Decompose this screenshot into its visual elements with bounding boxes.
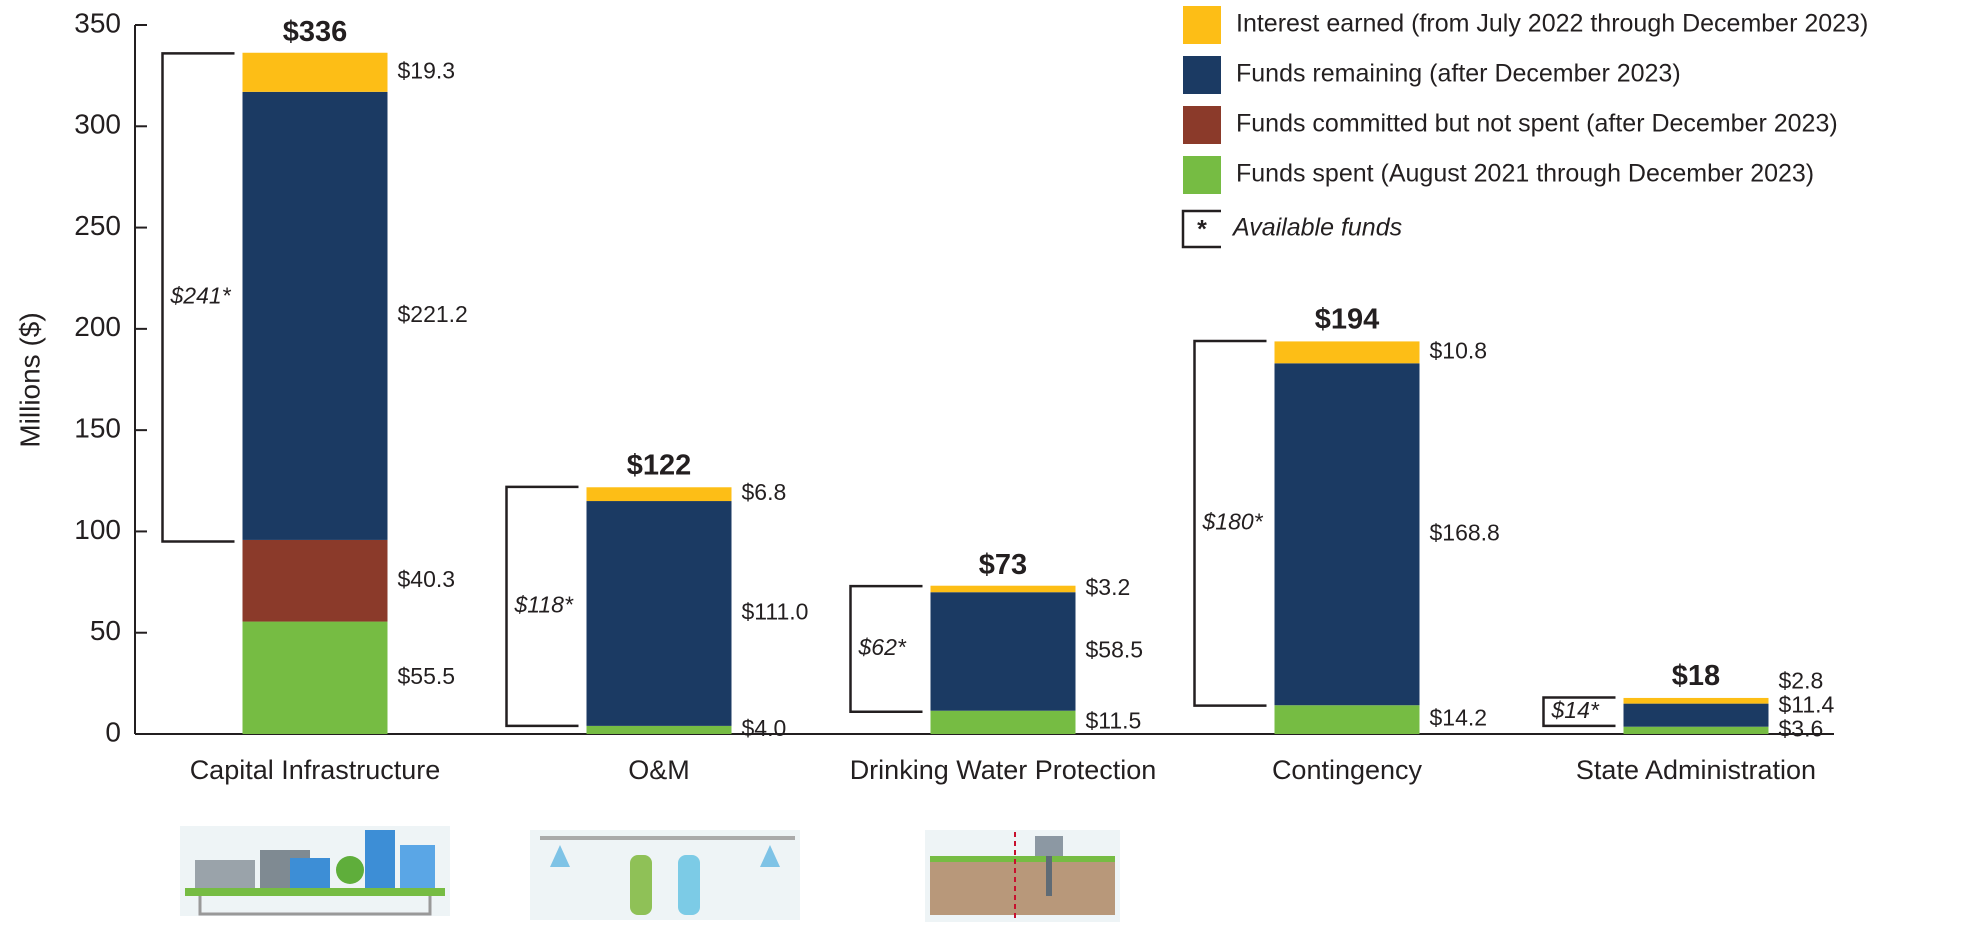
y-tick-label: 0 (105, 716, 121, 747)
bar-segment (586, 725, 732, 734)
x-tick-label: O&M (628, 755, 690, 785)
legend-label: Interest earned (from July 2022 through … (1236, 10, 1868, 38)
bar-segment (242, 621, 388, 734)
bar-segment (242, 52, 388, 92)
legend-label: Available funds (1231, 214, 1402, 242)
icon-capital (180, 826, 450, 916)
available-label: $62* (858, 634, 907, 660)
y-tick-label: 250 (74, 210, 121, 241)
total-label: $73 (979, 549, 1027, 581)
value-label: $10.8 (1430, 337, 1488, 363)
value-label: $3.2 (1086, 574, 1131, 600)
value-label: $11.5 (1086, 707, 1142, 733)
bar-segment (1274, 363, 1420, 706)
bar-segment (1623, 726, 1769, 734)
legend-swatch (1183, 156, 1221, 194)
y-tick-label: 200 (74, 311, 121, 342)
total-label: $122 (627, 450, 692, 482)
bar-segment (930, 592, 1076, 711)
available-bracket (849, 584, 923, 713)
value-label: $11.4 (1779, 691, 1835, 717)
x-tick-label: Drinking Water Protection (850, 755, 1157, 785)
y-tick-label: 50 (90, 615, 121, 646)
value-label: $221.2 (398, 301, 468, 327)
x-tick-label: Contingency (1272, 755, 1423, 785)
legend-symbol: * (1197, 216, 1207, 244)
icon-water (925, 830, 1120, 922)
legend-label: Funds committed but not spent (after Dec… (1236, 110, 1838, 138)
legend-swatch (1183, 106, 1221, 144)
legend-label: Funds spent (August 2021 through Decembe… (1236, 160, 1814, 188)
value-label: $111.0 (742, 599, 809, 625)
total-label: $18 (1672, 660, 1720, 692)
bar-segment (1274, 341, 1420, 364)
total-label: $336 (283, 16, 348, 48)
value-label: $6.8 (742, 479, 787, 505)
legend-swatch (1183, 6, 1221, 44)
legend-bracket (1181, 209, 1221, 249)
x-tick-label: State Administration (1576, 755, 1816, 785)
value-label: $40.3 (398, 566, 456, 592)
value-label: $55.5 (398, 663, 456, 689)
value-label: $19.3 (398, 57, 456, 83)
bar-segment (1623, 703, 1769, 727)
bar-segment (242, 91, 388, 540)
bar-segment (930, 710, 1076, 734)
value-label: $14.2 (1430, 705, 1488, 731)
available-label: $14* (1551, 697, 1600, 723)
bar-segment (1274, 705, 1420, 734)
available-bracket (1193, 339, 1267, 707)
value-label: $2.8 (1779, 667, 1824, 693)
value-label: $3.6 (1779, 715, 1824, 741)
y-tick-label: 300 (74, 109, 121, 140)
bar-segment (242, 539, 388, 622)
available-bracket (161, 52, 235, 543)
available-bracket (1542, 696, 1616, 728)
bar-segment (586, 501, 732, 726)
total-label: $194 (1315, 304, 1380, 336)
bar-segment (586, 487, 732, 502)
x-tick-label: Capital Infrastructure (190, 755, 441, 785)
bar-segment (930, 585, 1076, 593)
value-label: $58.5 (1086, 637, 1144, 663)
available-label: $180* (1202, 508, 1264, 534)
value-label: $4.0 (742, 715, 787, 741)
icon-om (530, 830, 800, 920)
y-axis-label: Millions ($) (14, 312, 45, 447)
available-label: $241* (170, 283, 232, 309)
y-tick-label: 150 (74, 413, 121, 444)
y-tick-label: 100 (74, 514, 121, 545)
available-label: $118* (514, 591, 574, 617)
bar-segment (1623, 697, 1769, 704)
value-label: $168.8 (1430, 519, 1500, 545)
legend-swatch (1183, 56, 1221, 94)
available-bracket (505, 485, 579, 728)
legend-label: Funds remaining (after December 2023) (1236, 60, 1681, 88)
y-tick-label: 350 (74, 7, 121, 38)
